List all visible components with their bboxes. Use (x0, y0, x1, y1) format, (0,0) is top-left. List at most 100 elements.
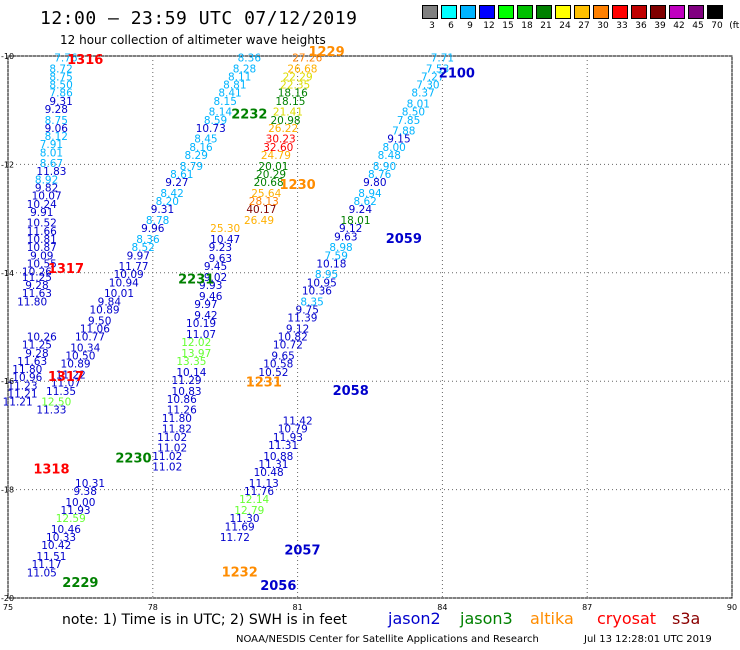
swh-value: 9.02 (204, 272, 227, 284)
swh-value: 9.31 (49, 96, 72, 108)
pass-labels: 1316 1317 1317 1318 2229 2230 2231 2232 1229 1230… (33, 45, 475, 594)
color-scale-label: 36 (635, 21, 647, 31)
swh-value: 8.72 (49, 63, 72, 75)
swh-value: 8.28 (233, 63, 256, 75)
swh-value: 24.79 (261, 150, 291, 162)
satellite-legend-s3a: s3a (672, 609, 701, 628)
swh-value: 11.51 (36, 551, 66, 563)
swh-value: 8.52 (131, 242, 154, 254)
swh-value: 10.96 (12, 372, 42, 384)
swh-value: 22.29 (283, 71, 313, 83)
swh-value: 8.61 (170, 169, 193, 181)
color-scale-label: 6 (448, 21, 454, 31)
footer-note: note: 1) Time is in UTC; 2) SWH is in fe… (62, 612, 348, 628)
page-subtitle: 12 hour collection of altimeter wave hei… (60, 33, 326, 47)
color-scale-label: 39 (654, 21, 666, 31)
swh-value: 10.00 (65, 497, 95, 509)
credit-text: NOAA/NESDIS Center for Satellite Applica… (236, 634, 539, 645)
swh-value: 27.26 (292, 52, 322, 64)
lat-tick-label: -14 (1, 269, 14, 278)
color-scale-label: 30 (597, 21, 609, 31)
color-scale-label: 33 (616, 21, 628, 31)
swh-value: 10.42 (41, 540, 71, 552)
swh-value: 11.82 (162, 424, 192, 436)
color-scale-swatch (479, 5, 495, 19)
swh-value: 9.12 (339, 223, 362, 235)
swh-value: 7.76 (54, 52, 78, 64)
swh-value: 10.52 (258, 367, 288, 379)
color-scale-swatch (707, 5, 723, 19)
swh-value: 11.80 (162, 413, 192, 425)
swh-value: 9.28 (25, 280, 48, 292)
pass-number-label: 1229 (308, 45, 344, 60)
swh-value: 11.21 (3, 397, 33, 409)
swh-value: 28.13 (249, 196, 279, 208)
lon-tick-label: 84 (437, 603, 447, 612)
swh-value: 8.75 (45, 115, 68, 127)
map-grid (7, 55, 733, 599)
swh-value: 10.83 (172, 386, 202, 398)
swh-value: 12.79 (234, 505, 264, 517)
swh-value: 11.31 (258, 459, 288, 471)
swh-value: 8.14 (209, 107, 233, 119)
swh-value: 11.33 (36, 405, 66, 417)
swh-value: 9.09 (30, 250, 53, 262)
color-scale-label: 21 (540, 21, 552, 31)
pass-number-label: 2100 (439, 67, 475, 82)
swh-value: 9.45 (204, 261, 227, 273)
swh-value: 8.75 (49, 71, 72, 83)
color-scale-swatch (574, 5, 590, 19)
swh-value: 8.67 (40, 158, 63, 170)
swh-value: 11.25 (22, 272, 52, 284)
lat-tick-label: -16 (1, 377, 14, 386)
axis-labels: 75 78 81 84 87 90 -10 -12 -14 -16 -18 -20 (1, 52, 737, 612)
swh-value: 10.77 (75, 332, 105, 344)
lat-tick-label: -12 (1, 160, 14, 169)
swh-value: 26.68 (287, 63, 317, 75)
color-scale-label: 24 (559, 21, 571, 31)
swh-value: 9.96 (141, 223, 165, 235)
swh-value: 26.22 (268, 123, 298, 135)
pass-number-label: 2232 (231, 107, 267, 122)
pass-number-label: 1318 (33, 462, 69, 477)
swh-value: 12.59 (56, 513, 86, 525)
swh-value: 11.02 (157, 443, 187, 455)
swh-value: 40.17 (246, 204, 276, 216)
satellite-legend-cryosat: cryosat (597, 609, 657, 628)
lon-tick-label: 78 (148, 603, 158, 612)
swh-value: 11.25 (22, 340, 52, 352)
color-scale-swatch (441, 5, 457, 19)
color-scale-label: 45 (692, 21, 704, 31)
swh-value: 8.94 (358, 188, 382, 200)
swh-value: 10.14 (176, 367, 206, 379)
swh-value: 11.22 (56, 369, 86, 381)
swh-value: 8.95 (315, 269, 338, 281)
swh-value: 7.86 (49, 88, 73, 100)
swh-value: 8.37 (411, 88, 434, 100)
swh-value: 11.17 (32, 559, 62, 571)
swh-value: 10.26 (22, 267, 52, 279)
swh-value: 10.46 (51, 524, 81, 536)
swh-value: 8.36 (136, 234, 160, 246)
swh-value: 11.93 (273, 432, 303, 444)
swh-value: 8.42 (160, 188, 183, 200)
swh-value: 10.89 (90, 304, 120, 316)
color-scale-swatch (688, 5, 704, 19)
swh-value: 11.63 (22, 288, 52, 300)
swh-value: 9.93 (199, 280, 222, 292)
swh-value: 8.90 (373, 161, 396, 173)
swh-value: 10.73 (196, 123, 226, 135)
swh-value: 8.50 (402, 107, 425, 119)
swh-value: 11.80 (12, 364, 42, 376)
satellite-legend-altika: altika (530, 609, 574, 628)
swh-value: 8.29 (185, 150, 208, 162)
swh-value: 11.83 (36, 166, 66, 178)
swh-value: 10.58 (263, 359, 293, 371)
swh-value: 11.80 (17, 296, 47, 308)
swh-value: 8.16 (189, 142, 213, 154)
swh-value: 11.77 (118, 261, 148, 273)
satellite-legend-jason3: jason3 (460, 609, 513, 628)
pass-number-label: 1317 (48, 262, 84, 277)
pass-number-label: 1232 (222, 565, 258, 580)
swh-value: 10.33 (46, 532, 76, 544)
